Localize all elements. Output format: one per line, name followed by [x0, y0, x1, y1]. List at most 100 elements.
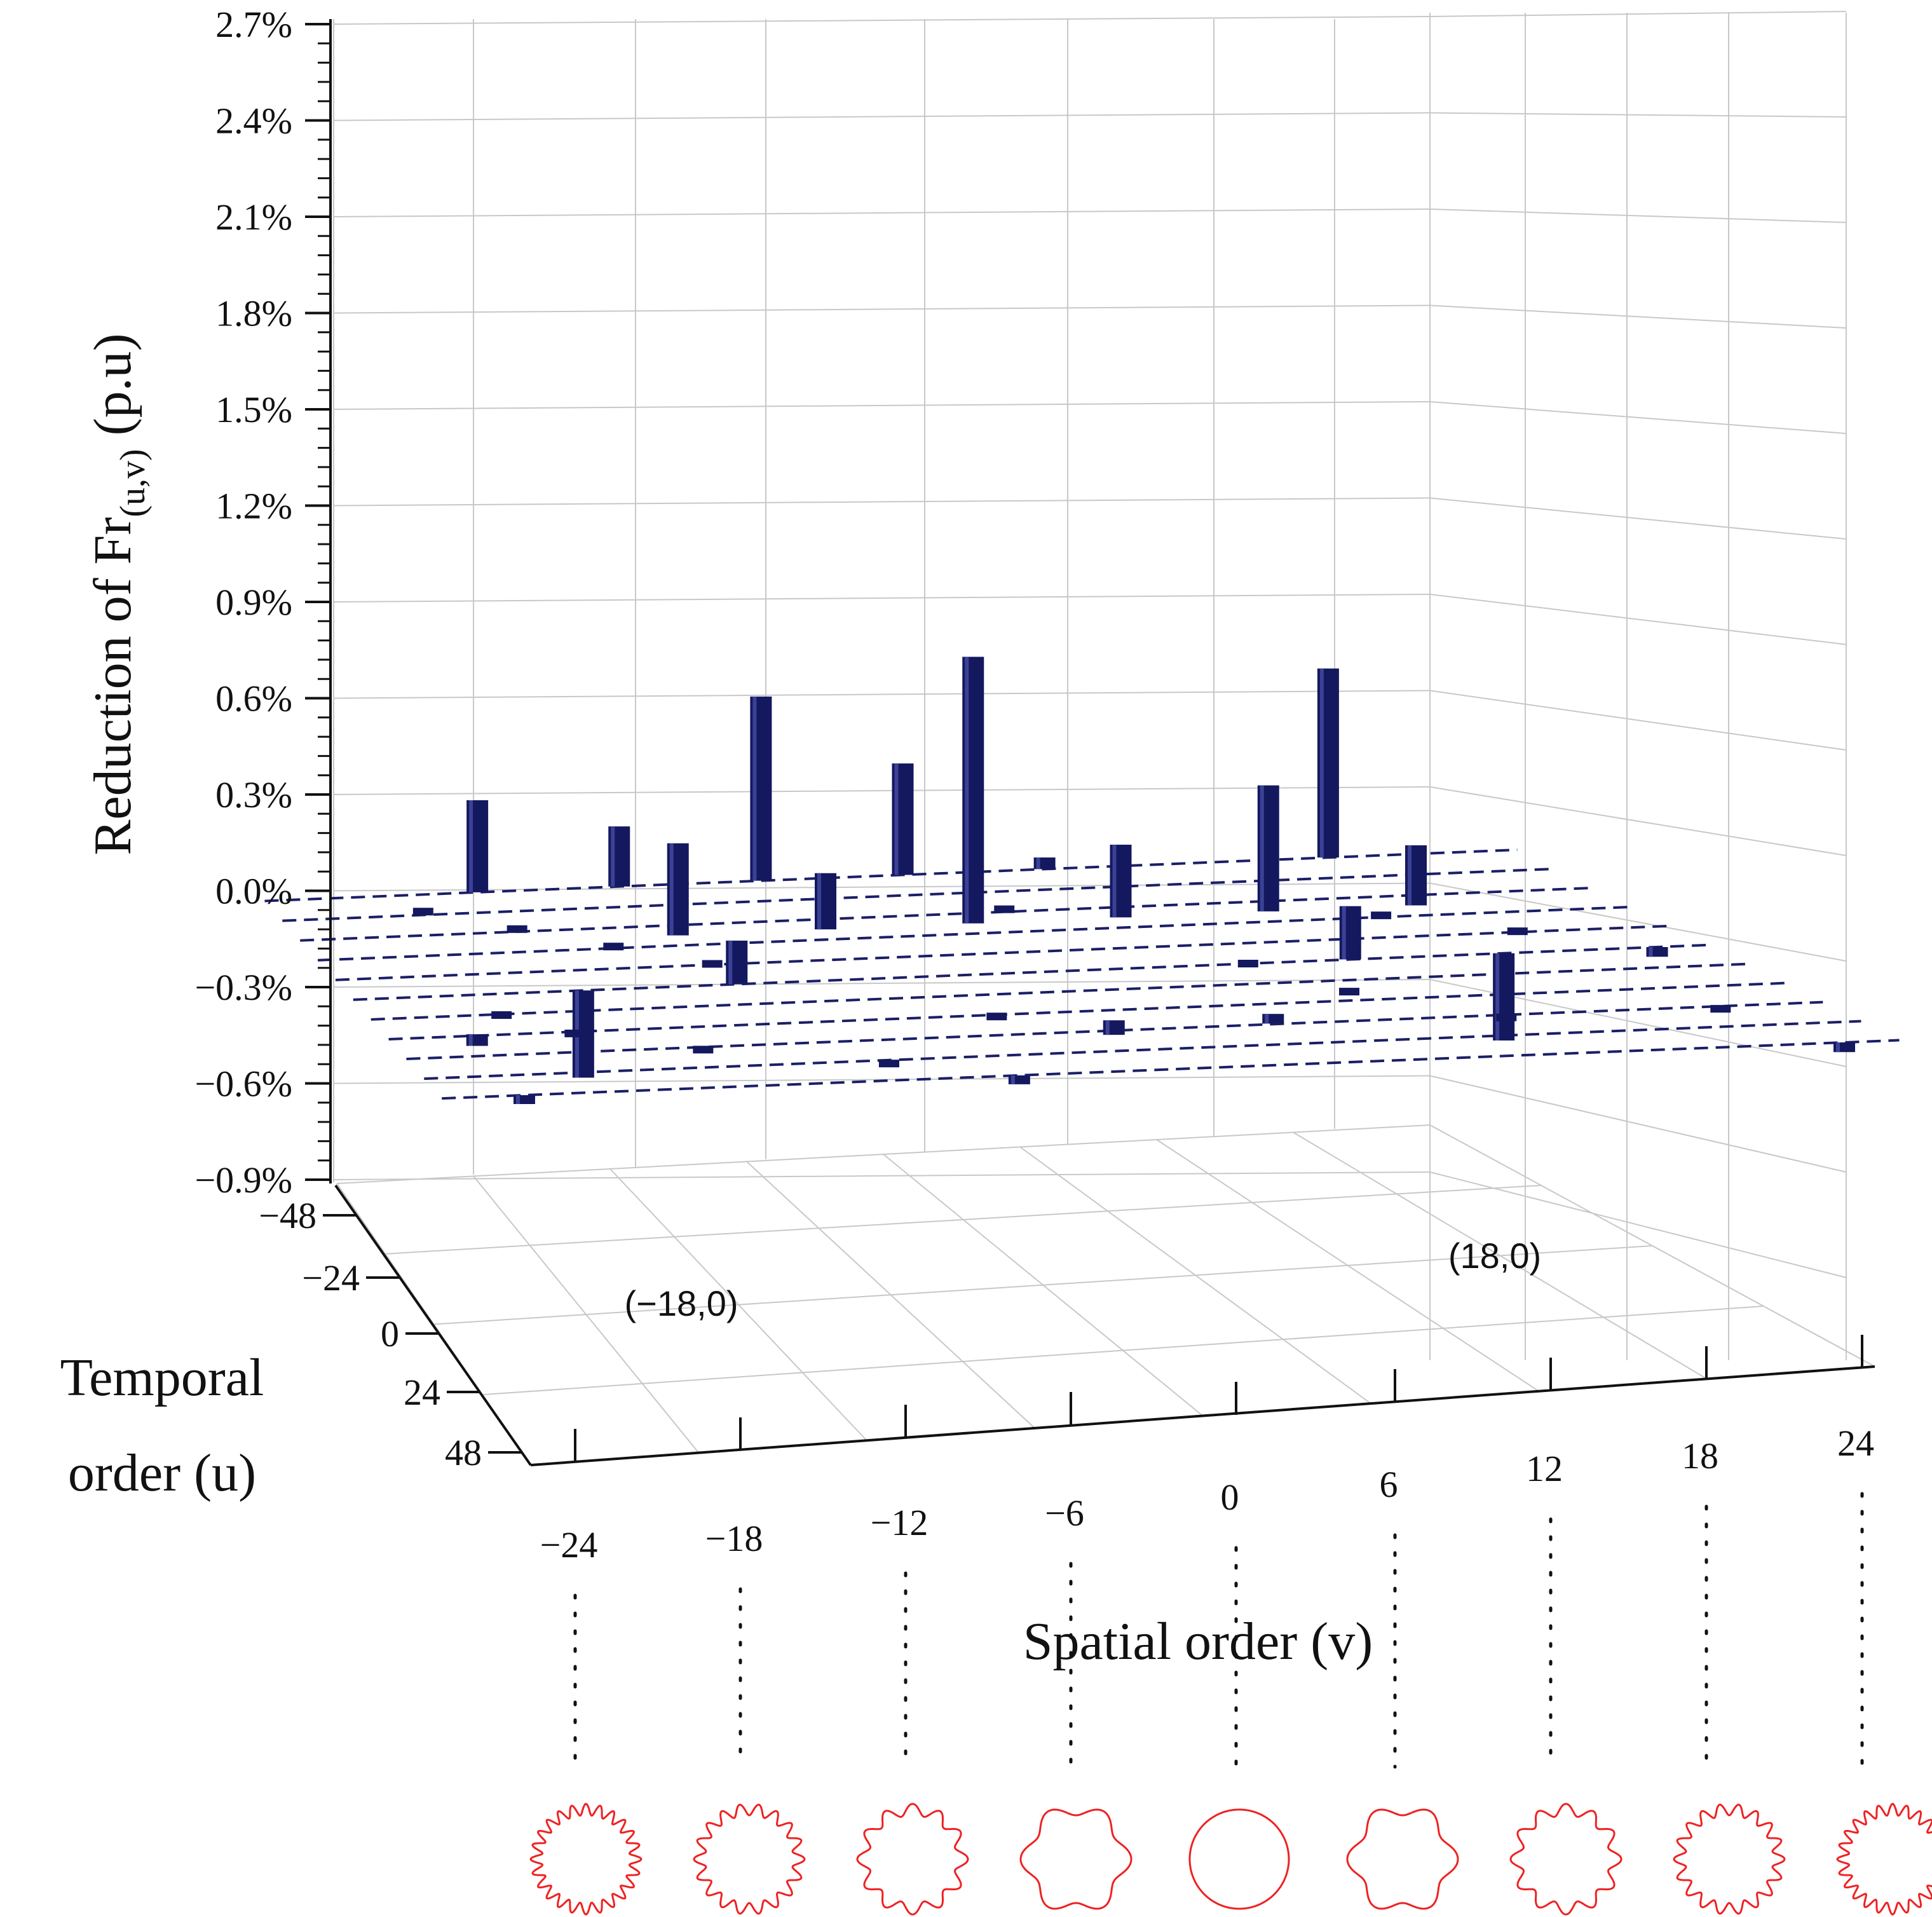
bar-stub	[564, 1029, 585, 1037]
bar-highlight	[1010, 1075, 1015, 1084]
z-gridline	[333, 497, 1431, 507]
temporal-tick-label: 48	[445, 1432, 482, 1473]
bar-highlight	[1112, 844, 1117, 918]
z-tick-label: 0.3%	[215, 774, 292, 815]
z-axis-title: Reduction of Fr(u,v) (p.u)	[83, 333, 153, 855]
temporal-tick-label: −24	[302, 1257, 360, 1299]
right-wall-gridline	[1429, 1171, 1847, 1278]
floor-gridline-u	[336, 1124, 1431, 1184]
temporal-tick-label: 0	[381, 1313, 399, 1354]
floor-gridline-u	[482, 1306, 1764, 1396]
bar-stub	[507, 925, 527, 933]
z-gridline	[333, 112, 1431, 121]
spatial-mode-shape-icon	[1509, 1803, 1622, 1916]
y-axis-title-line1: Temporal	[60, 1348, 264, 1407]
temporal-tick-label: −48	[259, 1195, 316, 1236]
spatial-mode-shape-icon	[856, 1803, 969, 1916]
annotation-18-0: (18,0)	[1448, 1236, 1541, 1276]
zero-level-dashline	[264, 848, 1518, 903]
right-wall-gridline	[1429, 1075, 1847, 1173]
bar-highlight	[1036, 857, 1040, 870]
spatial-mode-shape-icon	[1673, 1803, 1786, 1915]
bar-highlight	[1836, 1042, 1840, 1053]
z-gridline	[333, 16, 1431, 25]
bar-highlight	[1649, 947, 1653, 957]
z-gridline	[333, 401, 1431, 410]
bar-highlight	[1408, 845, 1412, 906]
bar-stub	[1496, 1013, 1517, 1021]
spatial-tick-label: 6	[1380, 1464, 1398, 1505]
bar-highlight	[1319, 668, 1324, 858]
right-wall-gridline	[1429, 497, 1847, 540]
z-gridline	[333, 979, 1431, 988]
bar-stub	[1507, 927, 1528, 936]
z-tick-label: 2.1%	[215, 196, 292, 238]
bar-stub	[702, 960, 723, 968]
zero-level-dashline	[335, 924, 1670, 981]
right-wall-gridline	[1429, 882, 1847, 962]
z-gridline	[333, 690, 1431, 699]
bar-highlight	[1495, 953, 1500, 1040]
z-gridline	[333, 1171, 1431, 1180]
right-wall-gridline	[1429, 594, 1847, 645]
bar-highlight	[611, 826, 615, 887]
bar-highlight	[817, 873, 821, 930]
spatial-tick-label: 24	[1837, 1422, 1874, 1464]
spatial-tick-label: −6	[1045, 1492, 1084, 1534]
bar-highlight	[965, 657, 969, 924]
bar-stub	[1710, 1005, 1731, 1013]
axis-labels: 2.7% 2.4% 2.1% 1.8% 1.5% 1.2% 0.9% 0.6% 0.3% 0.0%…	[194, 4, 1874, 1566]
spatial-axis-line	[530, 1365, 1875, 1466]
bar-highlight	[468, 1034, 473, 1046]
bar-stub	[1237, 960, 1258, 967]
temporal-axis-line	[334, 1184, 532, 1466]
spatial-mode-shape-icon	[1836, 1803, 1932, 1916]
spatial-tick-label: −12	[871, 1502, 929, 1543]
temporal-tick-label: 24	[404, 1372, 440, 1413]
right-wall-gridline	[1429, 786, 1847, 856]
zero-level-dashline	[317, 905, 1632, 962]
right-wall-gridline	[1429, 112, 1847, 118]
spatial-tick-label: 12	[1526, 1448, 1563, 1489]
x-axis-title: Spatial order (v)	[1023, 1612, 1373, 1671]
z-tick-label: 0.6%	[215, 678, 292, 720]
bar-stub	[1339, 988, 1360, 996]
z-gridline	[333, 786, 1431, 795]
grid-lines	[264, 11, 1900, 1466]
zero-level-dashline	[442, 1039, 1900, 1100]
right-wall-gridline	[1429, 401, 1847, 434]
zero-level-dashline	[424, 1020, 1861, 1081]
right-wall-gridline	[1429, 690, 1847, 751]
floor-gridline-u	[433, 1245, 1653, 1325]
z-tick-label: 0.9%	[215, 582, 292, 623]
right-wall-gridline	[1429, 979, 1847, 1067]
bar-highlight	[669, 843, 674, 936]
bar-stub	[603, 943, 624, 951]
bar-highlight	[1105, 1020, 1110, 1035]
z-tick-label: −0.6%	[194, 1063, 292, 1105]
zero-level-dashline	[388, 981, 1785, 1040]
spatial-tick-label: 18	[1682, 1435, 1718, 1477]
bar-stub	[693, 1046, 714, 1054]
bar-highlight	[469, 800, 473, 892]
right-wall-gridline	[1429, 11, 1847, 17]
z-tick-label: 2.4%	[215, 100, 292, 142]
bar-stub	[412, 908, 433, 916]
z-tick-label: −0.9%	[194, 1159, 292, 1201]
spatial-tick-label: −24	[540, 1524, 598, 1566]
z-tick-label: 2.7%	[215, 4, 292, 45]
z-gridline	[333, 1075, 1431, 1084]
bar-highlight	[1342, 906, 1346, 960]
spatial-mode-shape-icon	[529, 1803, 643, 1916]
right-wall-gridline	[1429, 304, 1847, 329]
bar-highlight	[516, 1095, 520, 1104]
right-wall-gridline	[1429, 208, 1847, 223]
y-axis-title-line2: order (u)	[68, 1443, 256, 1503]
z-tick-label: 1.2%	[215, 486, 292, 527]
bar-stub	[986, 1013, 1007, 1021]
z-tick-label: 0.0%	[215, 871, 292, 912]
floor-gridline-u	[385, 1185, 1542, 1255]
spatial-mode-shape-icon	[1019, 1808, 1133, 1910]
bars	[412, 657, 1855, 1104]
